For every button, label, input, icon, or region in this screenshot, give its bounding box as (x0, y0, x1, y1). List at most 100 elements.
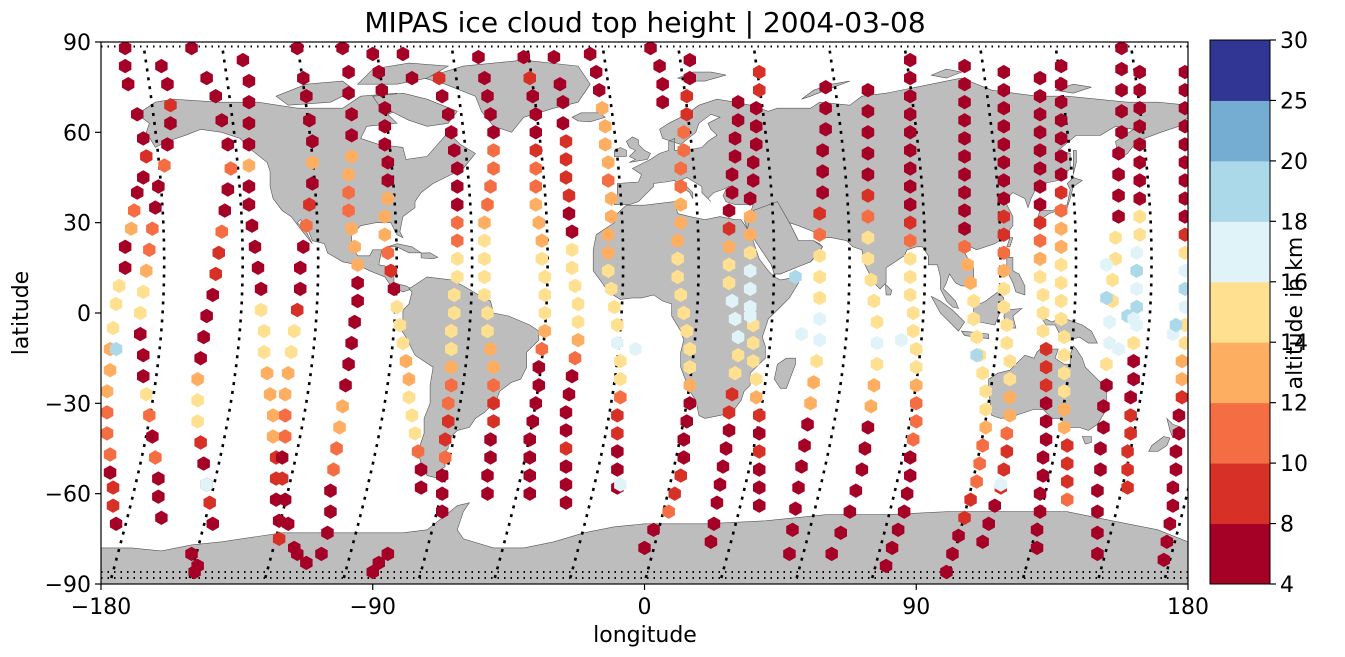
cloud-top-marker (1178, 83, 1188, 98)
cloud-top-marker (958, 185, 971, 200)
cloud-top-marker (242, 158, 256, 173)
cloud-top-marker (562, 188, 576, 203)
cloud-top-marker (279, 387, 292, 402)
cloud-top-marker (242, 137, 256, 152)
cloud-top-marker (538, 269, 552, 285)
cloud-top-marker (1054, 77, 1068, 92)
cloud-top-marker (861, 420, 875, 435)
cloud-top-marker (997, 281, 1010, 297)
cloud-top-marker (282, 516, 295, 531)
cloud-top-marker (351, 275, 364, 291)
cloud-top-marker (731, 95, 745, 110)
cloud-top-marker (961, 257, 974, 272)
cloud-top-marker (910, 414, 923, 429)
cloud-top-marker (1036, 450, 1050, 465)
cloud-top-marker (1039, 378, 1053, 393)
cloud-top-marker (843, 504, 857, 519)
cloud-top-marker (1054, 293, 1068, 309)
cloud-top-marker (997, 245, 1010, 260)
cloud-top-marker (1133, 119, 1146, 134)
cloud-top-marker (381, 245, 395, 260)
y-tick-label: 60 (63, 121, 91, 146)
cloud-top-marker (538, 305, 552, 321)
cloud-top-marker (1000, 335, 1014, 351)
cloud-top-marker (910, 378, 923, 393)
cloud-top-marker (1172, 426, 1186, 441)
cloud-top-marker (1054, 185, 1068, 200)
cloud-top-marker (436, 89, 449, 104)
cloud-top-marker (1115, 42, 1128, 56)
cloud-top-marker (861, 251, 875, 266)
cloud-top-marker (191, 372, 204, 387)
cloud-top-marker (1103, 314, 1116, 330)
cloud-top-marker (529, 396, 542, 411)
cloud-top-marker (1115, 104, 1128, 119)
cloud-top-marker (342, 203, 355, 218)
cloud-top-marker (753, 444, 766, 459)
cloud-top-marker (743, 308, 757, 324)
cloud-top-marker (1133, 64, 1146, 80)
cloud-top-marker (149, 200, 162, 215)
cloud-top-marker (442, 414, 455, 429)
cloud-top-marker (861, 209, 875, 224)
cloud-top-marker (861, 167, 875, 182)
cloud-top-marker (396, 335, 410, 351)
land-philippines (1006, 257, 1026, 296)
cloud-top-marker (728, 366, 742, 381)
cloud-top-marker (411, 444, 425, 459)
cloud-top-marker (1106, 272, 1119, 288)
cloud-top-marker (904, 107, 917, 122)
colorbar-tick-label: 8 (1280, 513, 1294, 538)
cloud-top-marker (1169, 317, 1183, 333)
cloud-top-marker (266, 408, 280, 423)
cloud-top-marker (861, 146, 875, 161)
cloud-top-marker (904, 450, 917, 465)
cloud-top-marker (1039, 341, 1053, 357)
cloud-top-marker (146, 221, 159, 236)
cloud-top-marker (448, 305, 461, 321)
cloud-top-marker (743, 281, 757, 297)
cloud-top-marker (1054, 239, 1068, 254)
cloud-top-marker (439, 432, 452, 447)
cloud-top-marker (728, 131, 742, 146)
cloud-top-marker (958, 203, 971, 218)
cloud-top-marker (680, 414, 693, 429)
cloud-top-marker (722, 239, 736, 254)
colorbar-bin (1210, 402, 1270, 464)
cloud-top-marker (849, 483, 863, 498)
cloud-top-marker (436, 504, 449, 519)
cloud-top-marker (559, 459, 573, 474)
colorbar-tick-label: 30 (1280, 29, 1308, 54)
colorbar-bin (1210, 523, 1270, 585)
cloud-top-marker (523, 486, 536, 501)
cloud-top-marker (583, 46, 597, 62)
cloud-top-marker (683, 396, 696, 411)
y-tick-label: −30 (45, 392, 91, 417)
cloud-top-marker (106, 480, 120, 495)
cloud-top-marker (103, 465, 117, 480)
cloud-top-marker (571, 296, 585, 312)
cloud-top-marker (958, 58, 971, 74)
cloud-top-marker (1178, 299, 1188, 315)
cloud-top-marker (414, 480, 428, 495)
cloud-top-marker (1036, 305, 1050, 321)
cloud-top-marker (484, 450, 497, 465)
cloud-top-marker (753, 498, 766, 513)
cloud-top-marker (535, 233, 549, 248)
cloud-top-marker (952, 528, 965, 543)
cloud-top-marker (997, 155, 1010, 170)
cloud-top-marker (801, 417, 814, 432)
cloud-top-marker (967, 293, 980, 309)
x-tick-label: 0 (638, 595, 652, 620)
cloud-top-marker (1054, 149, 1068, 164)
cloud-top-marker (381, 173, 395, 188)
cloud-top-marker (315, 546, 328, 562)
cloud-top-marker (185, 42, 198, 56)
cloud-top-marker (378, 209, 392, 224)
cloud-top-marker (345, 335, 358, 351)
cloud-top-marker (819, 122, 832, 137)
cloud-top-marker (487, 143, 500, 158)
cloud-top-marker (1003, 372, 1017, 387)
orbit-track (569, 47, 625, 579)
cloud-top-marker (1054, 95, 1068, 110)
